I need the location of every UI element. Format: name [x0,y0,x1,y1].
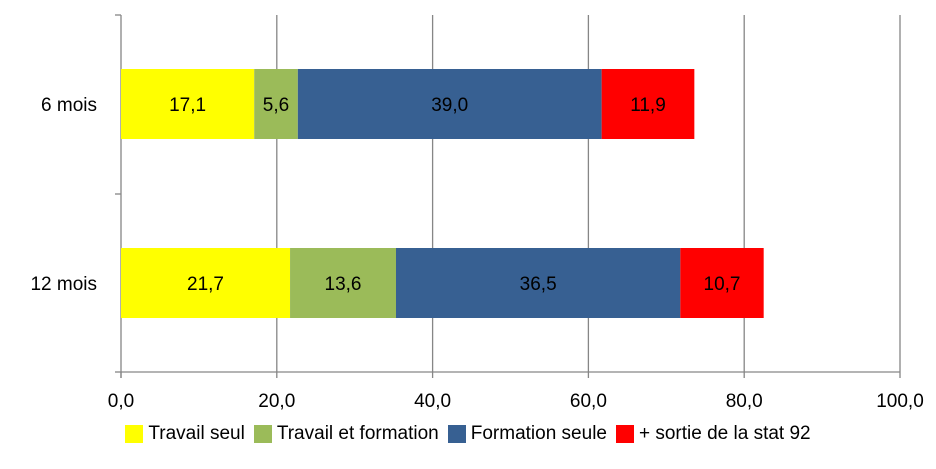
y-tick-label: 6 mois [41,95,97,116]
legend-label: Travail et formation [276,423,439,444]
data-label: 10,7 [704,274,741,295]
data-label: 21,7 [187,274,224,295]
data-label: 5,6 [263,95,289,116]
bar-segment [297,69,602,139]
data-label: 39,0 [431,95,468,116]
x-tick-label: 80,0 [726,391,763,412]
legend-item: + sortie de la stat 92 [615,423,811,445]
x-tick-label: 0,0 [108,391,134,412]
bar-segment [121,69,255,139]
data-label: 36,5 [520,274,557,295]
legend-swatch [253,425,272,443]
data-label: 17,1 [169,95,206,116]
x-tick-label: 60,0 [570,391,607,412]
data-label: 13,6 [325,274,362,295]
legend-swatch [447,425,466,443]
bar-segment [254,69,298,139]
legend-label: + sortie de la stat 92 [638,423,811,444]
y-tick-labels: 6 mois 12 mois [30,95,97,295]
legend-label: Travail seul [148,423,245,444]
data-label: 11,9 [630,95,666,116]
legend-item: Travail seul [125,423,245,445]
y-tick-label: 12 mois [30,274,97,295]
legend: Travail seul Travail et formation Formatio… [0,421,936,447]
data-labels: 17,1 5,6 39,0 11,9 21,7 13,6 36,5 10,7 [169,95,740,295]
bar-segment [601,69,695,139]
bar-segment [290,248,396,318]
gridlines [276,15,901,372]
bar-segment [121,248,291,318]
legend-swatch [615,425,634,443]
bars [121,69,764,318]
legend-label: Formation seule [470,423,607,444]
bar-segment [680,248,764,318]
bar-segment [395,248,681,318]
x-tick-label: 20,0 [258,391,295,412]
legend-item: Travail et formation [253,423,439,445]
legend-item: Formation seule [447,423,607,445]
legend-swatch [125,425,144,443]
x-tick-labels: 0,0 20,0 40,0 60,0 80,0 100,0 [108,391,924,412]
x-tick-label: 100,0 [876,391,924,412]
x-tick-label: 40,0 [414,391,451,412]
